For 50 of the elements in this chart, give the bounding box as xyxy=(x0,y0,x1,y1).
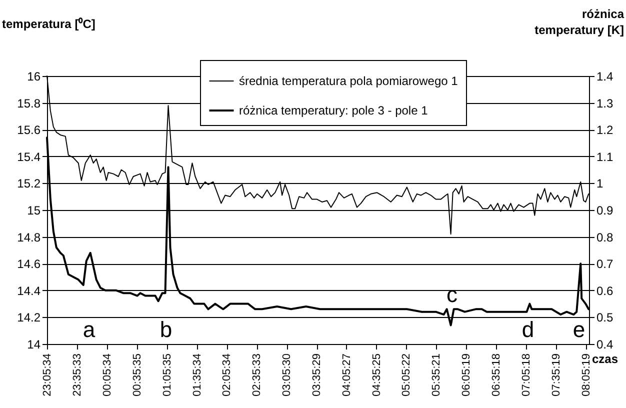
y2-axis-title: różnica temperatury [K] xyxy=(534,7,624,37)
x-tick-label: 07:35:19 xyxy=(550,354,562,396)
x-tick-label: 00:35:35 xyxy=(131,354,144,396)
x-tick-label: 02:35:33 xyxy=(251,354,264,396)
x-tick-label: 01:05:35 xyxy=(161,354,174,396)
x-tick-label: 06:05:19 xyxy=(460,354,473,396)
y-tick-label: 14.6 xyxy=(17,257,41,272)
y-tick-label: 16 xyxy=(27,70,41,84)
annotation: d xyxy=(522,317,534,342)
x-tick-label: 01:35:34 xyxy=(191,354,204,396)
annotation: b xyxy=(160,317,172,342)
y-tick-label: 15.2 xyxy=(17,176,41,191)
x-tick-label: 03:05:30 xyxy=(281,354,294,396)
y2-tick-label: 0.6 xyxy=(596,284,614,298)
x-tick-label: 08:05:19 xyxy=(580,354,592,396)
y2-tick-label: 1.1 xyxy=(596,150,614,164)
y2-tick-label: 0.8 xyxy=(596,230,614,244)
y-tick-label: 14.4 xyxy=(17,284,41,298)
x-tick-label: 05:35:21 xyxy=(430,354,443,396)
x-tick-label: 06:35:18 xyxy=(490,354,503,396)
y-tick-label: 14.8 xyxy=(17,230,41,244)
y2-tick-label: 0.9 xyxy=(596,204,614,218)
x-tick-label: 04:05:27 xyxy=(340,354,353,396)
y-tick-label: 15.8 xyxy=(17,96,41,110)
x-axis-title: czas xyxy=(592,352,618,366)
y-axis-title: temperatura [⁰C] xyxy=(2,17,96,31)
y2-tick-label: 1.3 xyxy=(596,96,614,110)
y-tick-label: 14.2 xyxy=(17,310,41,325)
x-tick-label: 05:05:22 xyxy=(400,354,413,396)
x-tick-label: 23:35:33 xyxy=(71,354,84,396)
legend-label: średnia temperatura pola pomiarowego 1 xyxy=(239,74,458,88)
legend-label: różnica temperatury: pole 3 - pole 1 xyxy=(239,104,428,118)
x-tick-label: 02:05:34 xyxy=(221,354,234,396)
x-tick-label: 07:05:18 xyxy=(520,354,532,396)
y2-tick-label: 0.5 xyxy=(596,310,614,325)
y2-tick-label: 1 xyxy=(596,176,604,191)
y-tick-label: 15.4 xyxy=(17,150,41,164)
y2-tick-label: 1.4 xyxy=(596,70,614,84)
y2-tick-label: 0.7 xyxy=(596,257,614,272)
annotation: a xyxy=(82,317,96,342)
x-tick-label: 04:35:25 xyxy=(370,354,383,396)
y-tick-label: 15.6 xyxy=(17,123,41,138)
y-tick-label: 14 xyxy=(27,338,41,352)
x-tick-label: 03:35:29 xyxy=(311,354,323,396)
y2-tick-label: 1.2 xyxy=(596,123,614,138)
annotation: e xyxy=(572,317,586,342)
y-tick-label: 15 xyxy=(27,204,41,218)
x-tick-label: 23:05:34 xyxy=(42,354,54,396)
y2-tick-label: 0.4 xyxy=(596,338,614,352)
x-tick-label: 00:05:34 xyxy=(101,354,114,396)
